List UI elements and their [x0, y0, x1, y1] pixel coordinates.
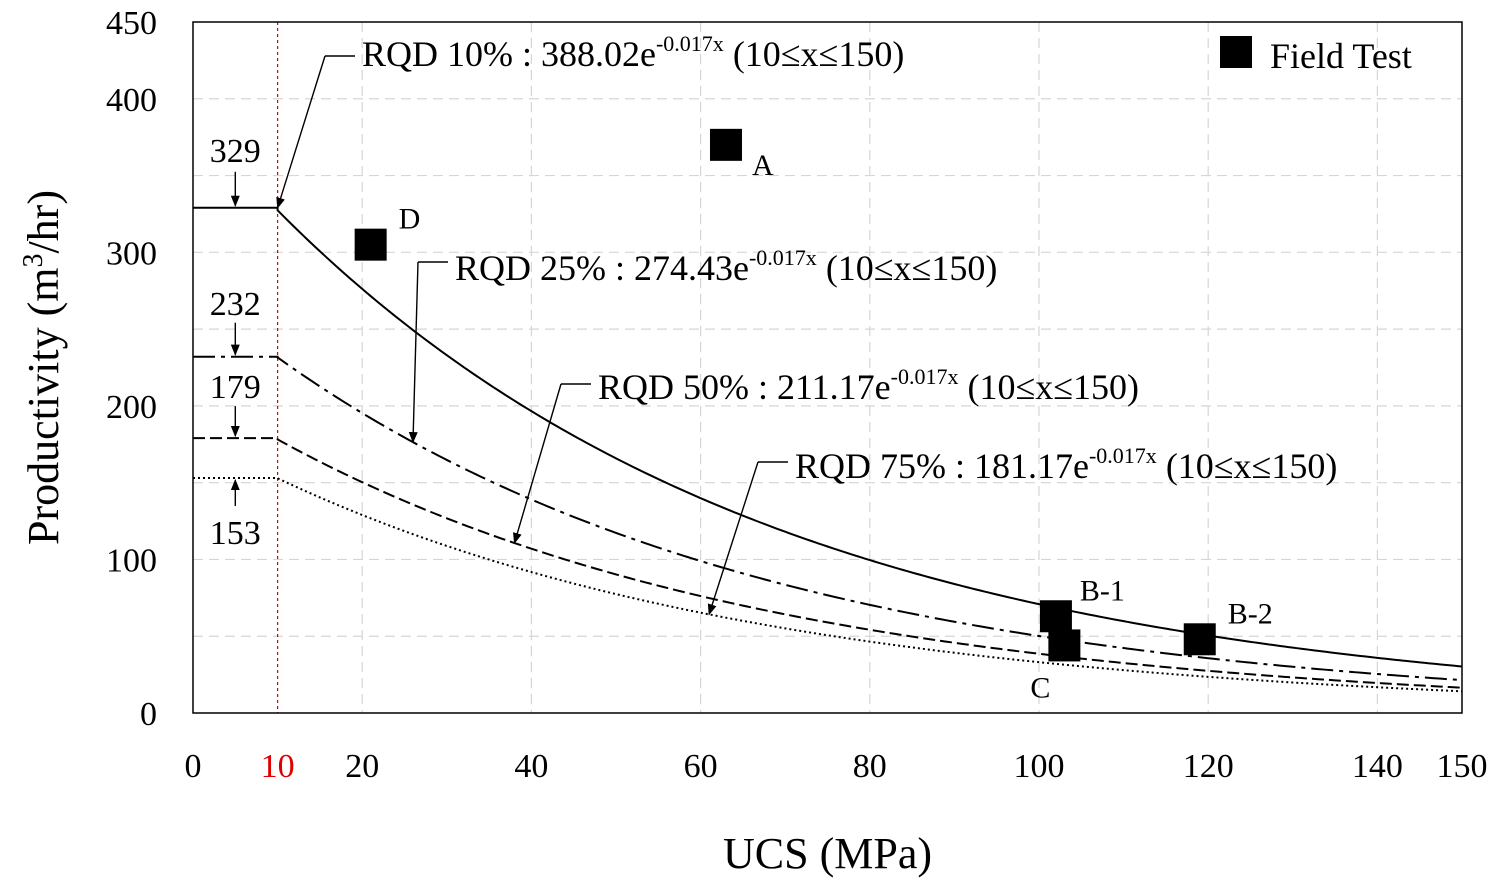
field-test-point	[1039, 600, 1072, 633]
x-tick-label: 140	[1352, 748, 1403, 785]
x-tick-label: 0	[185, 748, 202, 785]
plateau-value-label: 153	[210, 515, 261, 552]
y-tick-label: 450	[106, 5, 157, 42]
y-tick-label: 300	[106, 235, 157, 272]
y-tick-label: 100	[106, 542, 157, 579]
field-test-point	[1183, 623, 1216, 656]
y-axis-title: Productivity (m3/hr)	[18, 190, 68, 545]
field-test-point	[354, 228, 387, 261]
series-equation: RQD 25% : 274.43e-0.017x (10≤x≤150)	[455, 245, 997, 288]
x-tick-label: 80	[853, 748, 887, 785]
equation-arrow	[707, 461, 759, 616]
field-test-point	[1048, 629, 1081, 662]
series-line	[193, 206, 1463, 668]
x-tick-label: 20	[345, 748, 379, 785]
series-equation: RQD 10% : 388.02e-0.017x (10≤x≤150)	[362, 31, 904, 74]
x-tick-label: 120	[1183, 748, 1234, 785]
legend-marker	[1220, 36, 1252, 68]
equation-arrow	[408, 261, 419, 444]
annotations: 329 232 179 153 RQD 10% : 388.02e-0.017x (10…	[210, 31, 1337, 616]
legend-label: Field Test	[1270, 36, 1412, 76]
y-tick-label: 200	[106, 389, 157, 426]
y-tick-label: 400	[106, 82, 157, 119]
plateau-value-label: 179	[210, 369, 261, 406]
field-test-label: B-1	[1080, 574, 1125, 607]
x-tick-label: 40	[514, 748, 548, 785]
field-test-markers: A D B-1 C B-2	[354, 128, 1273, 704]
series-line	[193, 477, 1463, 693]
field-test-label: B-2	[1228, 597, 1273, 630]
series-line	[193, 355, 1463, 682]
field-test-label: C	[1030, 671, 1050, 704]
equation-arrow	[276, 55, 326, 209]
plot-area-frame	[192, 21, 1463, 714]
x-tick-label: 10	[261, 748, 295, 785]
gridlines	[193, 22, 1462, 713]
series-equation: RQD 50% : 211.17e-0.017x (10≤x≤150)	[598, 364, 1139, 407]
series-line	[193, 437, 1463, 689]
y-axis-title-main: Productivity (m	[19, 268, 68, 545]
x-tick-label: 60	[684, 748, 718, 785]
series-equation: RQD 75% : 181.17e-0.017x (10≤x≤150)	[795, 443, 1337, 486]
field-test-label: A	[752, 149, 774, 182]
x-tick-label: 100	[1014, 748, 1065, 785]
plateau-value-label: 232	[210, 286, 261, 323]
y-tick-label: 0	[140, 696, 157, 733]
field-test-label: D	[399, 203, 421, 236]
legend: Field Test	[1220, 36, 1412, 76]
tick-labels: 0 10 20 40 60 80 100 120 140 150 0 100 200 300 400 450	[106, 5, 1488, 785]
field-test-point	[709, 128, 742, 161]
y-axis-title-end: /hr)	[19, 190, 68, 254]
x-axis-title: UCS (MPa)	[723, 829, 932, 878]
y-axis-title-sup: 3	[18, 254, 49, 268]
equation-arrow	[513, 383, 562, 545]
series-lines	[193, 206, 1463, 693]
x-tick-label: 150	[1437, 748, 1488, 785]
plateau-value-label: 329	[210, 133, 261, 170]
